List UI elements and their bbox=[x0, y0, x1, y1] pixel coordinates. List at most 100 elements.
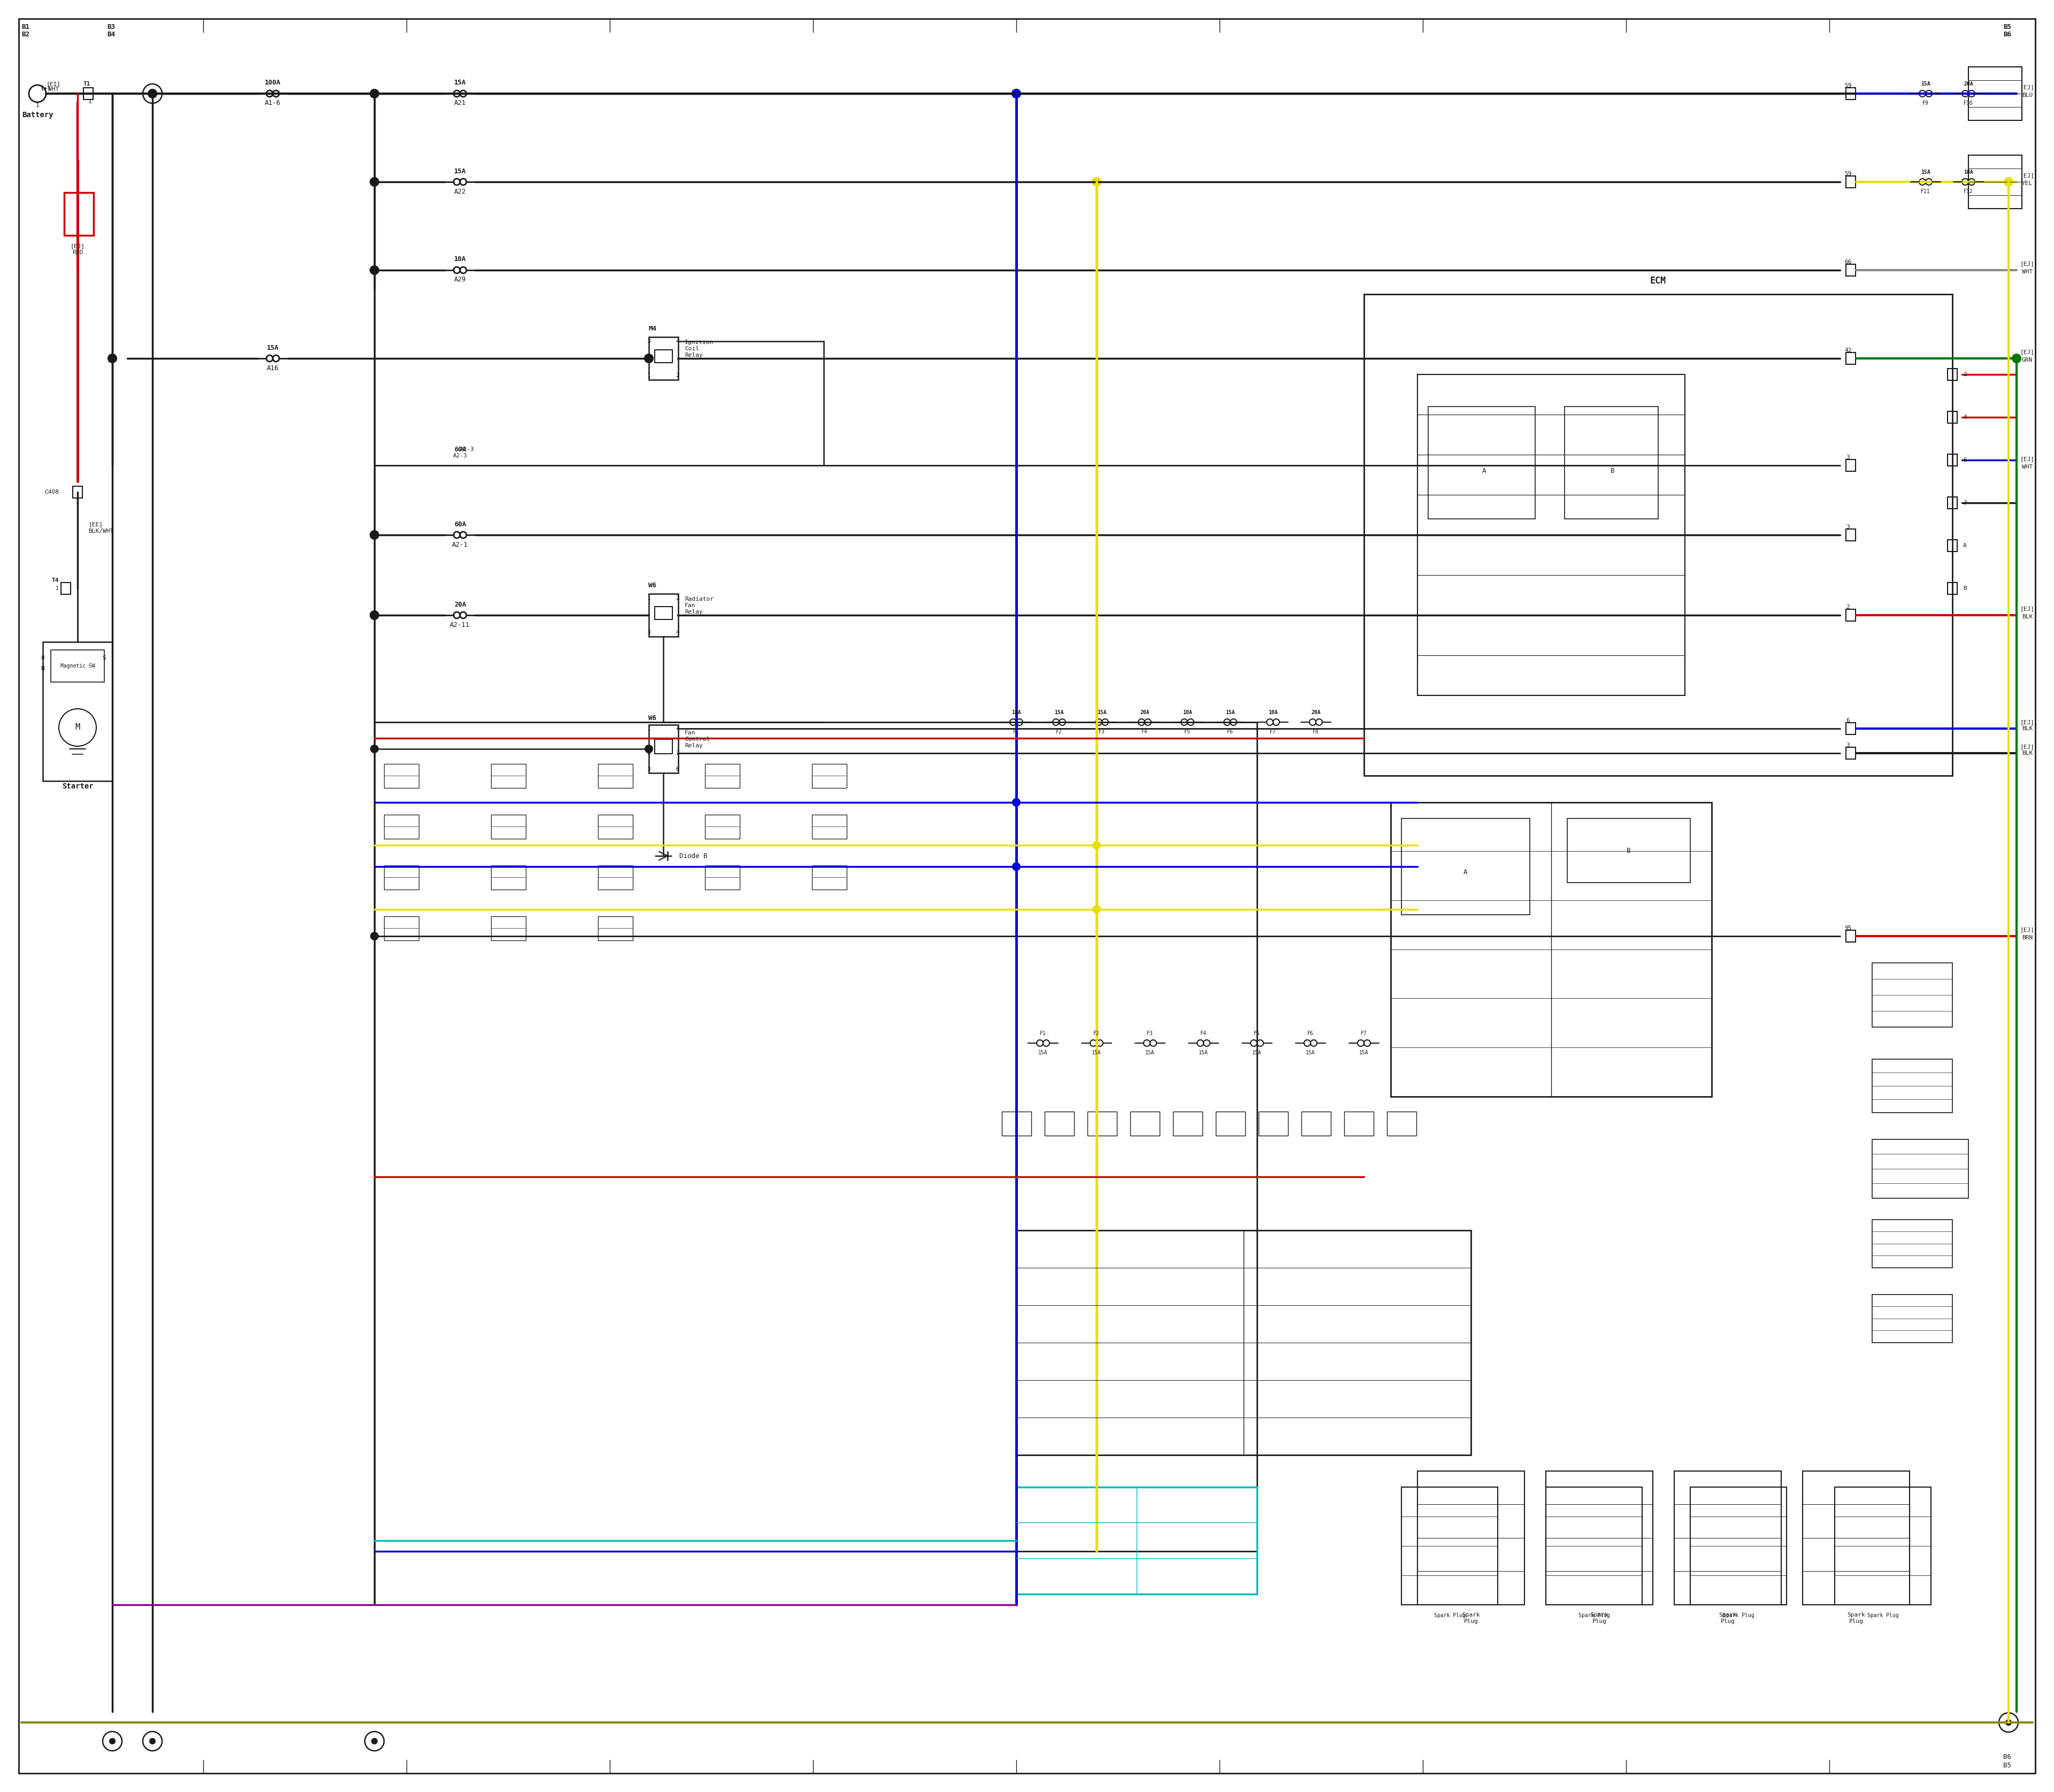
Text: A: A bbox=[1483, 468, 1487, 475]
Text: A2-1: A2-1 bbox=[452, 541, 468, 548]
Bar bbox=[51, 650, 105, 683]
Text: 10A: 10A bbox=[1011, 710, 1021, 715]
Text: 4: 4 bbox=[676, 339, 680, 344]
Text: F5: F5 bbox=[1253, 1030, 1261, 1036]
Text: 1: 1 bbox=[88, 99, 92, 104]
Text: M4: M4 bbox=[649, 326, 657, 333]
Text: A2-11: A2-11 bbox=[450, 622, 470, 629]
Text: 15A: 15A bbox=[1253, 1050, 1261, 1055]
Bar bbox=[1017, 1231, 1471, 1455]
Bar bbox=[1565, 407, 1658, 520]
Text: 20A: 20A bbox=[1310, 710, 1321, 715]
Text: [EJ]: [EJ] bbox=[2019, 84, 2033, 90]
Bar bbox=[598, 815, 633, 839]
Text: B: B bbox=[1610, 468, 1614, 475]
Text: 10A: 10A bbox=[1964, 170, 1974, 176]
Bar bbox=[1343, 1111, 1374, 1136]
Bar bbox=[598, 866, 633, 889]
Text: Relay: Relay bbox=[684, 744, 702, 749]
Text: 2: 2 bbox=[1964, 371, 1966, 376]
Text: B6: B6 bbox=[2003, 30, 2011, 38]
Bar bbox=[1968, 66, 2021, 120]
Text: F7: F7 bbox=[1362, 1030, 1368, 1036]
Text: Spark
Plug: Spark Plug bbox=[1719, 1613, 1738, 1624]
Text: B5: B5 bbox=[2003, 1762, 2011, 1769]
Text: 0: 0 bbox=[647, 751, 651, 756]
Text: N: N bbox=[41, 667, 45, 672]
Text: 6: 6 bbox=[1847, 719, 1851, 724]
Bar bbox=[1947, 582, 1957, 595]
Bar bbox=[374, 722, 1257, 1552]
Text: [EJ]: [EJ] bbox=[70, 244, 84, 249]
Text: 95: 95 bbox=[1844, 925, 1851, 930]
Text: Relay: Relay bbox=[684, 609, 702, 615]
Bar bbox=[1947, 453, 1957, 466]
Text: Spark
Plug: Spark Plug bbox=[1590, 1613, 1608, 1624]
Text: BLK: BLK bbox=[2021, 615, 2033, 620]
Text: 10A: 10A bbox=[454, 256, 466, 263]
Circle shape bbox=[370, 265, 378, 274]
Text: 15A: 15A bbox=[1306, 1050, 1315, 1055]
Text: 2: 2 bbox=[676, 751, 680, 756]
Text: Battery: Battery bbox=[23, 111, 53, 118]
Bar bbox=[1002, 1111, 1031, 1136]
Text: 3: 3 bbox=[647, 767, 651, 772]
Text: C408: C408 bbox=[45, 489, 60, 495]
Bar bbox=[705, 763, 739, 788]
Bar bbox=[705, 866, 739, 889]
Text: F3: F3 bbox=[1146, 1030, 1152, 1036]
Text: A16: A16 bbox=[267, 364, 279, 371]
Text: F2: F2 bbox=[1093, 1030, 1099, 1036]
Text: A22: A22 bbox=[454, 188, 466, 195]
Text: 1: 1 bbox=[55, 586, 60, 591]
Text: 10A: 10A bbox=[1267, 710, 1278, 715]
Circle shape bbox=[2013, 355, 2021, 362]
Bar bbox=[1417, 375, 1684, 695]
Text: Spark Plug: Spark Plug bbox=[1867, 1613, 1898, 1618]
Circle shape bbox=[1093, 905, 1101, 914]
Text: B2: B2 bbox=[21, 30, 29, 38]
Text: 15A: 15A bbox=[454, 79, 466, 86]
Text: [EJ]: [EJ] bbox=[2019, 349, 2033, 355]
Bar bbox=[64, 192, 94, 235]
Text: Fan: Fan bbox=[684, 729, 696, 735]
Text: 15A: 15A bbox=[454, 168, 466, 174]
Text: 15A: 15A bbox=[1360, 1050, 1368, 1055]
Circle shape bbox=[370, 90, 378, 99]
Text: B3: B3 bbox=[107, 23, 115, 30]
Circle shape bbox=[370, 177, 378, 186]
Text: S: S bbox=[103, 656, 107, 661]
Circle shape bbox=[370, 611, 378, 620]
Text: ECM: ECM bbox=[1649, 276, 1666, 285]
Bar bbox=[84, 88, 92, 100]
Text: 10A: 10A bbox=[1183, 710, 1191, 715]
Text: 15A: 15A bbox=[1054, 710, 1064, 715]
Text: BLK: BLK bbox=[2021, 751, 2033, 756]
Bar bbox=[1834, 1487, 1931, 1606]
Text: 4: 4 bbox=[1964, 414, 1966, 419]
Text: 20A: 20A bbox=[454, 600, 466, 607]
Bar bbox=[1847, 609, 1855, 622]
Text: B4: B4 bbox=[107, 30, 115, 38]
Text: [EI]: [EI] bbox=[47, 81, 62, 86]
Text: Magnetic SW: Magnetic SW bbox=[60, 663, 94, 668]
Bar bbox=[491, 916, 526, 941]
Text: Ignition: Ignition bbox=[684, 340, 713, 346]
Bar bbox=[649, 724, 678, 772]
Bar bbox=[1871, 1294, 1953, 1342]
Text: W6: W6 bbox=[649, 715, 657, 722]
Circle shape bbox=[150, 91, 156, 97]
Text: WHT: WHT bbox=[47, 86, 60, 91]
Text: 15A: 15A bbox=[1146, 1050, 1154, 1055]
Text: F10: F10 bbox=[1964, 100, 1974, 106]
Bar bbox=[72, 486, 82, 498]
Text: (+): (+) bbox=[41, 86, 51, 91]
Text: F9: F9 bbox=[1923, 100, 1929, 106]
Bar bbox=[1847, 722, 1855, 735]
Text: 3: 3 bbox=[1847, 525, 1851, 530]
Text: 15A: 15A bbox=[1920, 170, 1931, 176]
Text: A1-6: A1-6 bbox=[265, 100, 281, 108]
Bar bbox=[1674, 1471, 1781, 1606]
Bar bbox=[1847, 747, 1855, 760]
Circle shape bbox=[370, 530, 378, 539]
